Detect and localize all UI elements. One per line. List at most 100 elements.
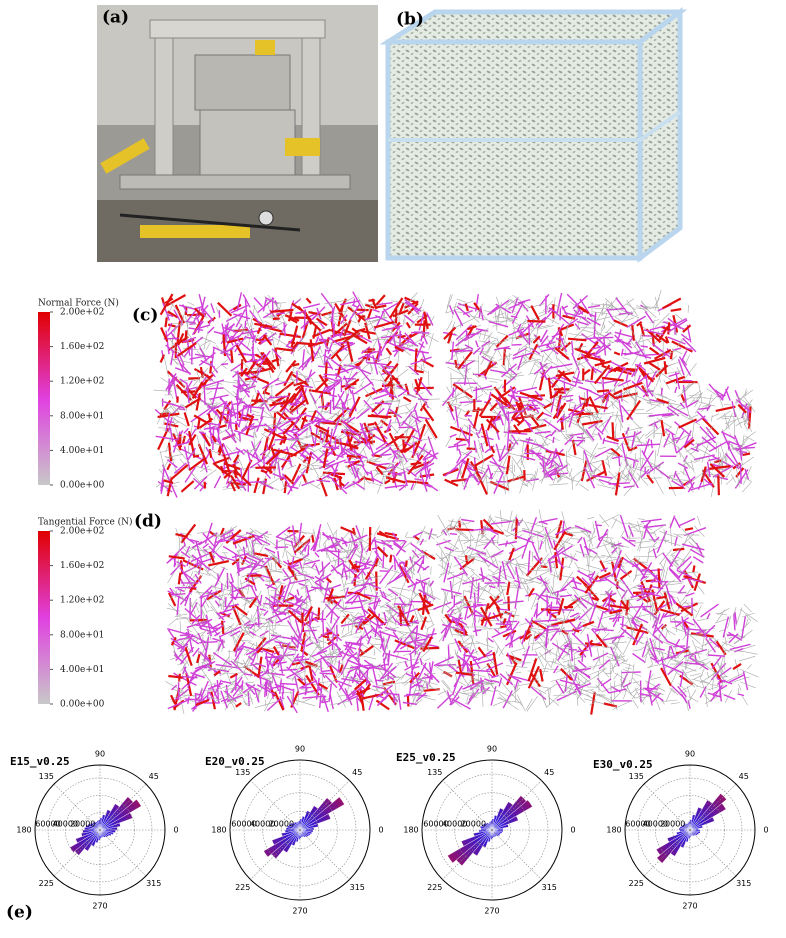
force-chain [320,292,334,310]
force-chain [632,460,636,469]
force-chain [184,466,196,483]
force-chain [465,566,475,571]
force-chain [508,300,526,310]
force-chain [413,437,433,442]
force-chain [382,680,396,686]
force-chain [584,457,593,478]
force-chain [459,400,482,404]
force-chain [691,422,695,444]
force-chain [199,465,210,473]
force-chain [271,350,275,359]
force-chain [550,363,573,369]
force-chain [162,302,171,321]
force-chain [528,323,531,346]
force-chain [424,657,431,662]
force-chain [196,350,213,368]
force-chain [213,475,222,489]
force-chain [288,436,311,442]
force-chain [304,657,306,681]
force-chain [477,466,490,486]
force-chain [261,351,277,371]
force-chain [179,620,181,633]
force-chain [261,350,271,363]
force-chain [503,431,528,435]
force-chain [270,308,294,313]
force-chain [626,399,642,421]
force-chain [243,681,255,684]
force-chain [249,309,262,326]
force-chain [389,326,401,343]
force-chain [384,462,392,474]
force-chain [188,457,207,471]
force-chain [538,474,549,482]
force-chain [635,430,642,436]
force-chain [384,531,398,537]
force-chain [221,364,227,369]
force-chain [389,463,410,474]
force-chain [405,301,414,316]
force-chain [594,425,604,435]
force-chain [335,405,352,413]
force-chain [340,526,355,535]
force-chain [618,462,622,473]
force-chain [606,530,609,542]
force-chain [292,525,297,547]
force-chain [706,425,714,433]
force-chain [696,411,708,422]
force-chain [245,597,255,600]
force-chain [375,441,388,451]
force-chain [553,437,560,442]
force-chain [275,380,288,386]
force-chain [392,313,400,322]
force-chain [342,656,344,679]
force-chain [464,359,479,362]
force-chain [741,482,752,493]
force-chain [721,461,724,485]
force-chain [209,424,213,444]
force-chain [419,472,428,492]
force-chain [341,428,349,437]
force-chain [720,417,729,419]
force-chain [295,427,309,439]
force-chain [360,374,369,382]
force-chain [621,578,635,597]
force-chain [556,292,563,314]
force-chain [505,311,509,328]
force-chain [674,427,679,439]
force-chain [202,353,208,362]
force-chain [255,338,265,342]
force-chain [393,593,397,608]
force-chain [402,396,412,403]
force-chain [343,375,353,394]
force-chain [342,481,350,489]
force-chain [380,334,403,339]
force-chain [177,572,182,585]
force-chain [210,303,216,314]
force-chain [403,420,424,432]
force-chain [317,349,326,368]
force-chain [478,466,487,470]
force-chain [557,323,575,332]
force-chain [426,424,436,441]
force-chain [165,412,171,431]
force-chain [534,430,551,434]
force-chain [296,341,318,346]
force-chain [356,408,364,415]
force-chain [403,292,418,308]
force-chain [716,410,731,420]
force-chain [163,399,172,411]
force-chain [552,572,555,586]
force-chain [163,355,169,377]
force-chain [217,301,233,317]
force-chain [267,433,276,451]
force-chain [517,337,536,352]
force-chain [206,390,213,395]
force-chain [508,327,525,337]
force-chain [536,309,554,329]
force-chain [253,431,257,438]
force-chain [624,456,639,463]
force-chain [657,393,668,399]
force-chain [508,388,518,395]
force-chain [312,465,319,477]
force-chain [253,297,264,308]
